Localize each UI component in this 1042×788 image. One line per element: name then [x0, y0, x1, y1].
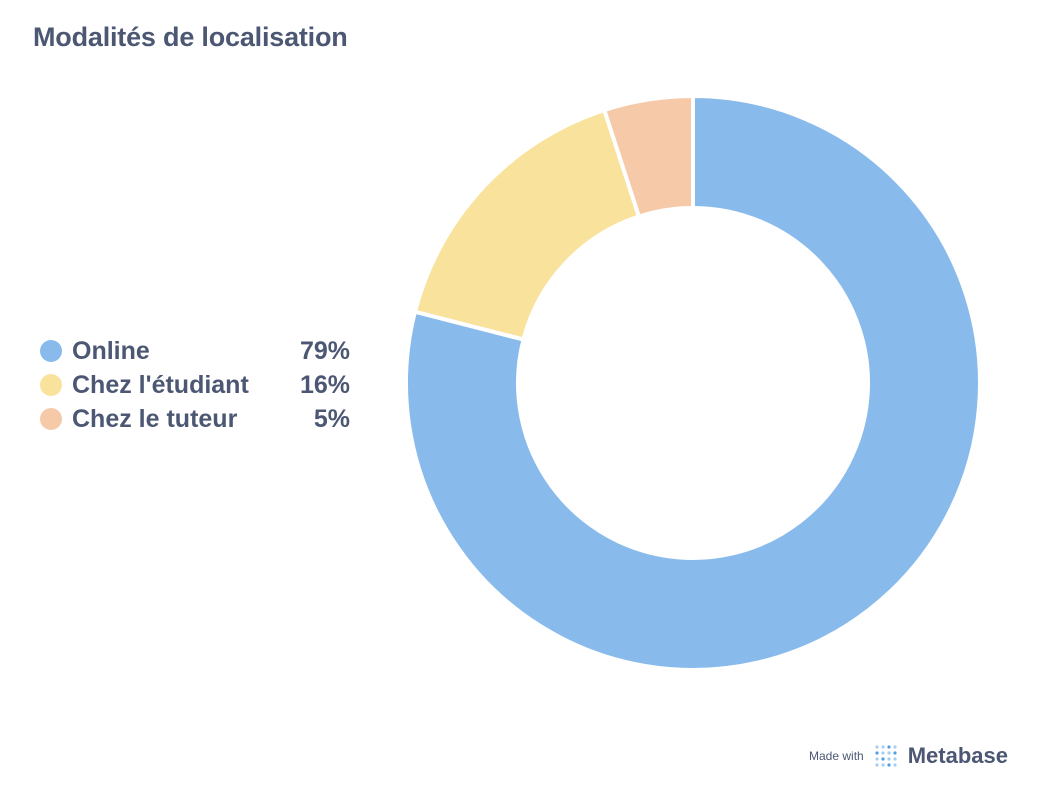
- legend-item-chez-tuteur[interactable]: Chez le tuteur 5%: [40, 402, 350, 436]
- donut-slice-online[interactable]: [404, 93, 982, 672]
- donut-slice-chez-l-tudiant[interactable]: [412, 107, 642, 342]
- legend-percent: 5%: [313, 404, 350, 433]
- legend-label: Online: [72, 336, 150, 365]
- legend-percent: 16%: [299, 370, 350, 399]
- legend-item-chez-etudiant[interactable]: Chez l'étudiant 16%: [40, 368, 350, 402]
- legend-dot-online: [40, 340, 62, 362]
- legend-dot-chez-tuteur: [40, 408, 62, 430]
- donut-chart: [404, 93, 982, 672]
- legend-dot-chez-etudiant: [40, 374, 62, 396]
- legend-item-online[interactable]: Online 79%: [40, 334, 350, 368]
- legend-label: Chez l'étudiant: [72, 370, 249, 399]
- metabase-brand: Metabase: [907, 743, 1008, 768]
- donut-slice-chez-le-tuteur[interactable]: [601, 93, 695, 220]
- metabase-logo-icon: [875, 745, 897, 767]
- made-with-text: Made with: [809, 749, 864, 763]
- footer-branding: Made with Metabase: [809, 742, 1008, 770]
- legend-percent: 79%: [299, 336, 350, 365]
- legend-label: Chez le tuteur: [72, 404, 238, 433]
- chart-legend: Online 79% Chez l'étudiant 16% Chez le t…: [40, 334, 350, 436]
- chart-title: Modalités de localisation: [33, 22, 348, 52]
